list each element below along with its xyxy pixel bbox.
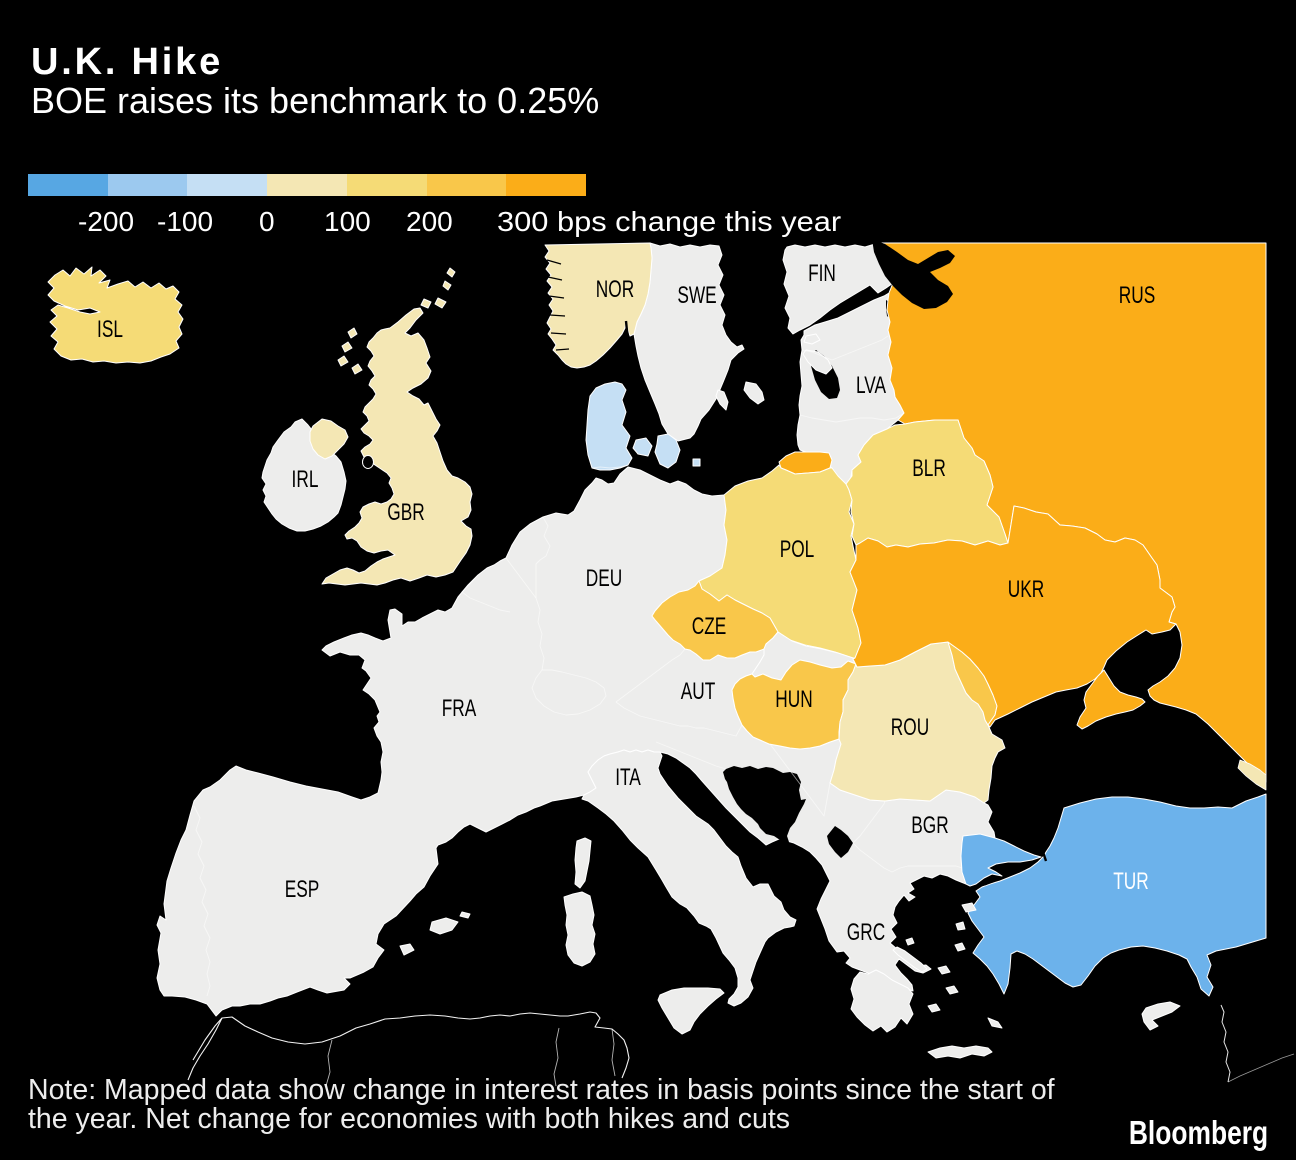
svg-text:DEU: DEU [586, 565, 622, 591]
svg-text:TUR: TUR [1113, 868, 1149, 894]
svg-text:LVA: LVA [856, 372, 886, 398]
svg-text:UKR: UKR [1008, 576, 1044, 602]
svg-text:FRA: FRA [442, 695, 477, 721]
svg-text:ROU: ROU [891, 714, 929, 740]
svg-text:ITA: ITA [615, 764, 641, 790]
svg-text:RUS: RUS [1119, 282, 1155, 308]
svg-text:ESP: ESP [285, 876, 320, 902]
svg-text:BLR: BLR [912, 455, 946, 481]
svg-text:GBR: GBR [387, 499, 424, 525]
svg-text:GRC: GRC [847, 919, 885, 945]
svg-text:ISL: ISL [97, 316, 123, 342]
svg-text:POL: POL [780, 536, 815, 562]
svg-text:FIN: FIN [808, 260, 836, 286]
svg-text:IRL: IRL [292, 466, 319, 492]
svg-text:BGR: BGR [911, 812, 948, 838]
svg-text:HUN: HUN [775, 686, 812, 712]
svg-text:SWE: SWE [677, 282, 716, 308]
svg-text:NOR: NOR [596, 276, 634, 302]
svg-text:AUT: AUT [681, 678, 716, 704]
svg-text:CZE: CZE [692, 613, 727, 639]
